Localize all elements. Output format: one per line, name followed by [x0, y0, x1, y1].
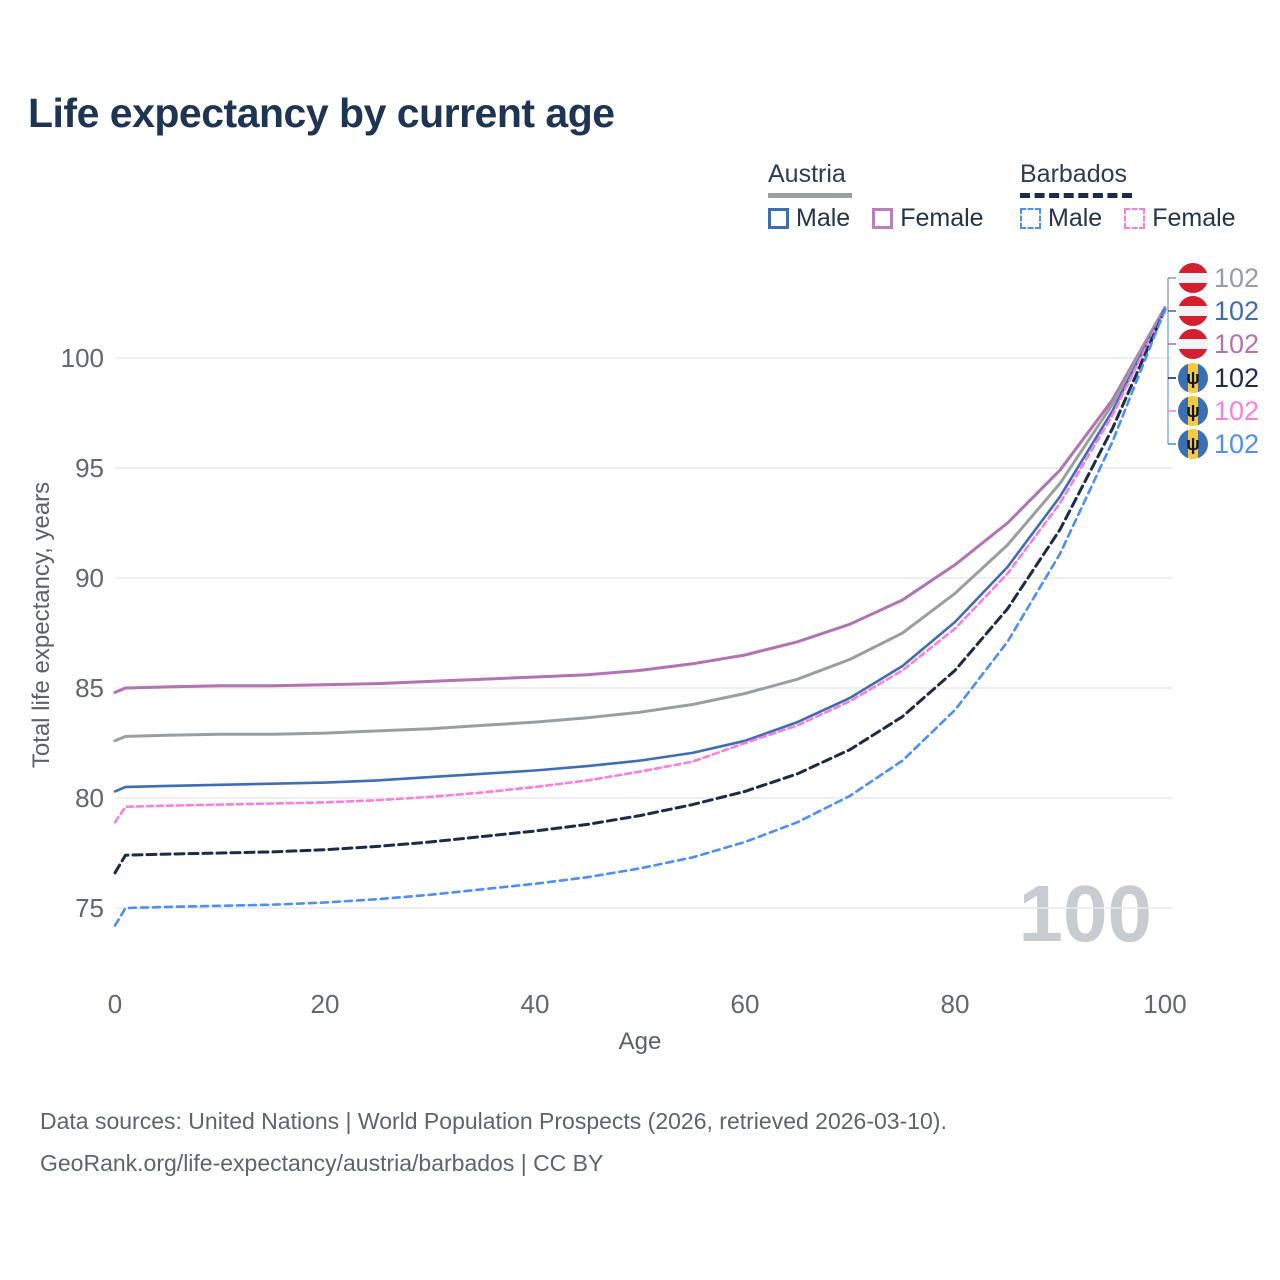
austria-flag-icon — [1178, 296, 1208, 326]
svg-text:100: 100 — [61, 343, 104, 373]
age-watermark: 100 — [1018, 869, 1152, 958]
legend-item-austria-male[interactable]: Male — [768, 204, 850, 233]
x-axis-title-text: Age — [618, 1028, 662, 1055]
austria-flag-icon — [1178, 263, 1208, 293]
svg-text:100: 100 — [1143, 989, 1186, 1019]
end-label-barbados-female: 102 — [1178, 396, 1259, 426]
legend-items-austria: Male Female — [768, 204, 984, 233]
barbados-flag-icon — [1178, 396, 1208, 426]
legend-item-barbados-female[interactable]: Female — [1124, 204, 1236, 233]
end-label-barbados-total: 102 — [1178, 363, 1259, 393]
legend-items-barbados: Male Female — [1020, 204, 1236, 233]
austria-female-swatch-icon — [872, 208, 894, 229]
svg-text:85: 85 — [75, 673, 104, 703]
end-value: 102 — [1214, 362, 1260, 393]
barbados-line-swatch — [1020, 193, 1132, 198]
legend-item-austria-female[interactable]: Female — [872, 204, 984, 233]
page-title: Life expectancy by current age — [28, 90, 615, 136]
svg-text:95: 95 — [75, 453, 104, 483]
end-value: 102 — [1214, 262, 1260, 293]
data-sources-text: Data sources: United Nations | World Pop… — [40, 1108, 947, 1134]
svg-text:20: 20 — [311, 989, 340, 1019]
legend-header-austria: Austria — [768, 160, 846, 188]
barbados-flag-icon — [1178, 363, 1208, 393]
austria-male-swatch-icon — [768, 208, 789, 229]
end-label-austria-female: 102 — [1178, 329, 1259, 359]
end-label-austria-male: 102 — [1178, 296, 1259, 326]
barbados-flag-icon — [1178, 429, 1208, 459]
austria-flag-icon — [1178, 329, 1208, 359]
legend-header-barbados: Barbados — [1020, 160, 1128, 188]
svg-text:80: 80 — [941, 989, 970, 1019]
end-value: 102 — [1214, 295, 1260, 326]
legend-group-austria: Austria — [768, 160, 852, 198]
end-value: 102 — [1214, 395, 1260, 426]
svg-text:40: 40 — [521, 989, 550, 1019]
legend-label: Female — [900, 204, 984, 232]
barbados-male-swatch-icon — [1020, 208, 1041, 229]
legend-group-barbados: Barbados — [1020, 160, 1132, 198]
end-value: 102 — [1214, 428, 1260, 459]
svg-text:80: 80 — [75, 783, 104, 813]
y-axis-title: Total life expectancy, years — [28, 481, 55, 769]
end-value: 102 — [1214, 328, 1260, 359]
svg-text:0: 0 — [108, 989, 122, 1019]
legend-label: Female — [1152, 204, 1236, 232]
barbados-female-swatch-icon — [1124, 208, 1146, 229]
x-axis-title: Age — [0, 1028, 1280, 1056]
svg-text:60: 60 — [731, 989, 760, 1019]
legend-label: Male — [1048, 204, 1103, 232]
legend-label: Male — [796, 204, 851, 232]
attribution-link[interactable]: GeoRank.org/life-expectancy/austria/barb… — [40, 1150, 604, 1176]
end-label-barbados-male: 102 — [1178, 429, 1259, 459]
austria-line-swatch — [768, 193, 852, 198]
legend-item-barbados-male[interactable]: Male — [1020, 204, 1102, 233]
end-label-austria-total: 102 — [1178, 263, 1259, 293]
svg-text:75: 75 — [75, 893, 104, 923]
svg-text:90: 90 — [75, 563, 104, 593]
